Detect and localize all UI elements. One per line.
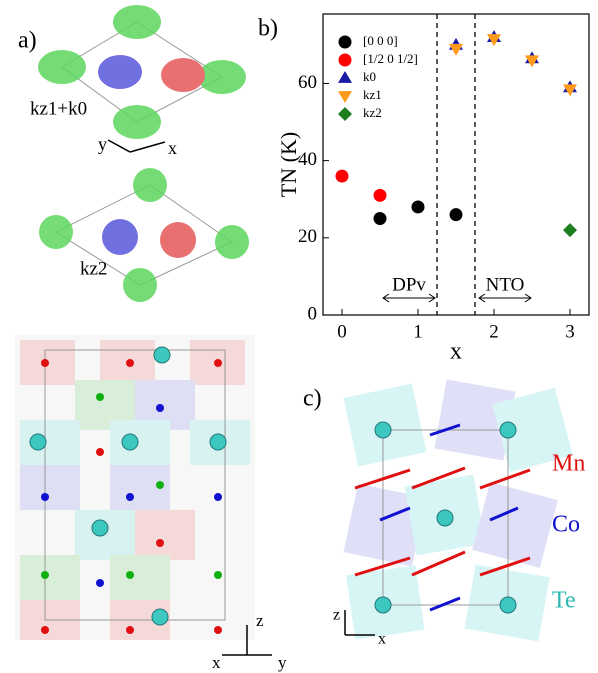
species-label: Mn [552,451,585,477]
marker [412,200,425,213]
marker [336,170,349,183]
panel-label: b) [258,16,278,42]
marker [450,208,463,221]
legend-marker [338,71,352,83]
y-tick-label: 60 [298,72,317,93]
species-label: Co [552,512,580,538]
legend-label: kz2 [363,105,382,120]
x-axis-label: x [450,339,462,365]
structure-left [15,335,272,655]
legend-marker [338,91,352,103]
panel-label: a) [18,28,37,54]
marker [563,223,577,237]
blue-site [98,55,142,89]
y-tick-label: 0 [308,303,318,324]
structure-c [343,379,572,641]
axis-label: x [212,653,221,672]
axis-label: z [333,607,340,624]
blue-site [102,219,138,255]
legend-marker [339,54,352,67]
x-tick-label: 1 [413,321,423,342]
legend-label: kz1 [363,87,382,102]
axis-label: y [278,653,287,672]
legend-label: [0 0 0] [363,33,398,48]
legend-label: [1/2 0 1/2] [363,51,418,66]
axis-label: x [378,631,386,648]
marker [374,189,387,202]
axis-label: x [168,138,177,158]
legend-marker [339,36,352,49]
annotation: DPv [392,274,426,295]
axis-label: z [256,611,264,630]
red-site [160,222,196,258]
green-sites [39,168,249,302]
diagram-a [38,5,249,302]
panel-label: c) [303,386,322,412]
annotation: NTO [486,274,525,295]
axis-label: y [98,134,107,154]
marker [374,212,387,225]
axis-arrows [108,140,165,152]
x-tick-label: 2 [489,321,499,342]
species-label: Te [552,588,576,614]
red-site [161,58,205,92]
y-axis-label: TN (K) [276,132,301,197]
x-tick-label: 0 [337,321,347,342]
marker [449,44,463,56]
diagram-label: kz1+k0 [30,98,87,119]
figure: a) kz1+k0 kz2 y x z x y [0,0,598,673]
legend-label: k0 [363,69,376,84]
legend-marker [338,107,352,121]
x-tick-label: 3 [565,321,575,342]
y-tick-label: 20 [298,226,317,247]
diagram-label: kz2 [80,258,107,279]
